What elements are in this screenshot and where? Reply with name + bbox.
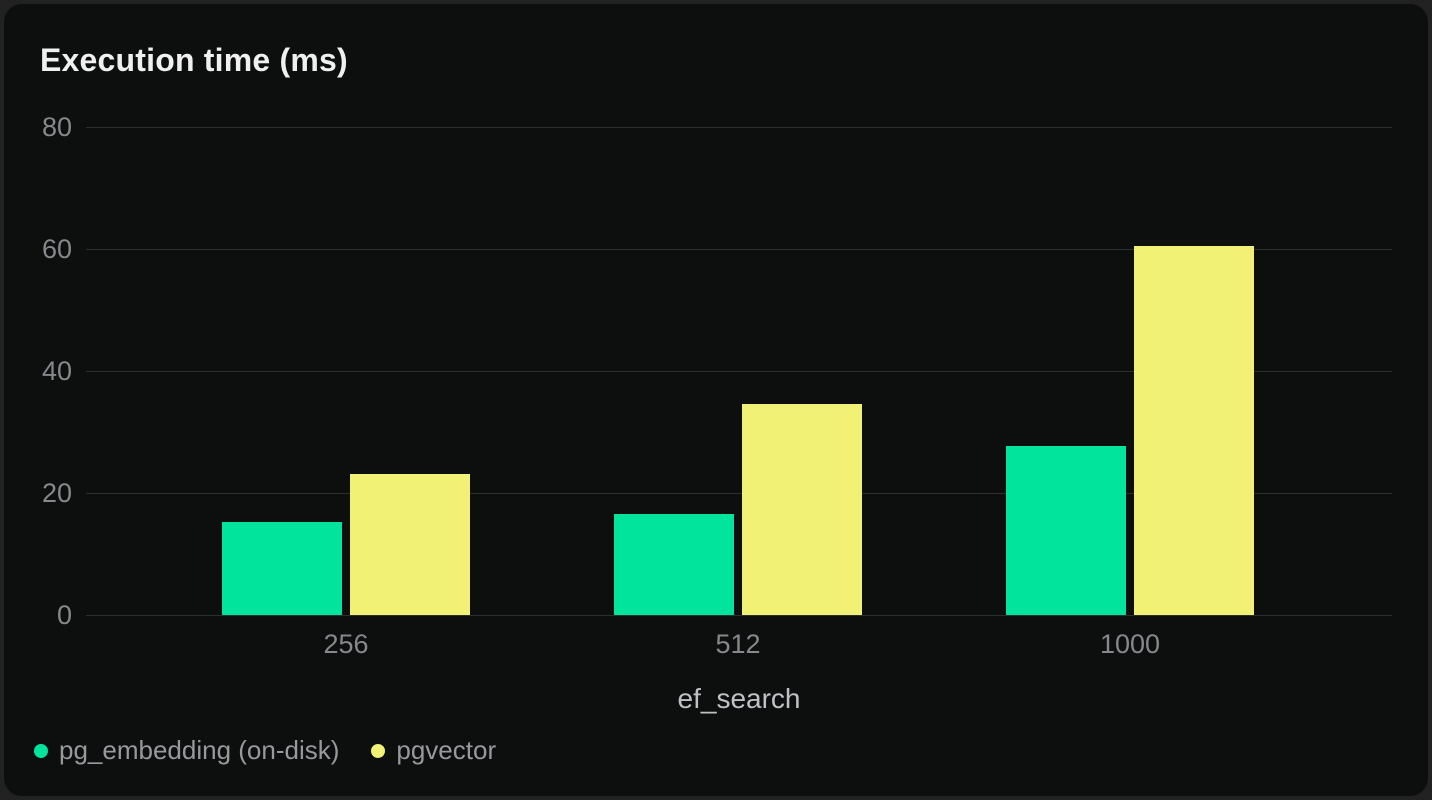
gridline <box>86 249 1392 250</box>
gridline <box>86 127 1392 128</box>
legend-item-pg-embedding[interactable]: pg_embedding (on-disk) <box>34 735 339 766</box>
x-axis-tick-label: 256 <box>323 629 369 659</box>
x-axis-title: ef_search <box>677 683 801 714</box>
legend-swatch-icon <box>34 743 48 758</box>
gridline <box>86 371 1392 372</box>
y-axis-tick-label: 0 <box>56 600 72 630</box>
bar-pgvector-512[interactable] <box>742 403 862 615</box>
bar-pgvector-1000[interactable] <box>1134 245 1254 615</box>
x-axis-tick-label: 1000 <box>1099 629 1161 659</box>
legend-item-pgvector[interactable]: pgvector <box>371 735 496 766</box>
legend-label: pgvector <box>396 735 497 765</box>
bar-pg-embedding-512[interactable] <box>614 514 734 615</box>
y-axis-tick-label: 60 <box>41 234 72 264</box>
y-axis-tick-label: 40 <box>41 356 72 386</box>
bar-pg-embedding-256[interactable] <box>222 522 342 615</box>
gridline <box>86 615 1392 616</box>
gridline <box>86 493 1392 494</box>
chart-card: Execution time (ms) ef_search pg_embeddi… <box>4 4 1428 796</box>
y-axis-tick-label: 20 <box>41 478 72 508</box>
plot-area <box>86 127 1392 616</box>
bar-pgvector-256[interactable] <box>350 474 470 615</box>
x-axis-tick-label: 512 <box>715 629 761 659</box>
legend-swatch-icon <box>371 743 386 758</box>
bar-pg-embedding-1000[interactable] <box>1006 446 1126 615</box>
legend: pg_embedding (on-disk) pgvector <box>34 735 496 766</box>
chart-title: Execution time (ms) <box>40 42 348 78</box>
legend-label: pg_embedding (on-disk) <box>59 735 340 765</box>
y-axis-tick-label: 80 <box>41 112 72 142</box>
